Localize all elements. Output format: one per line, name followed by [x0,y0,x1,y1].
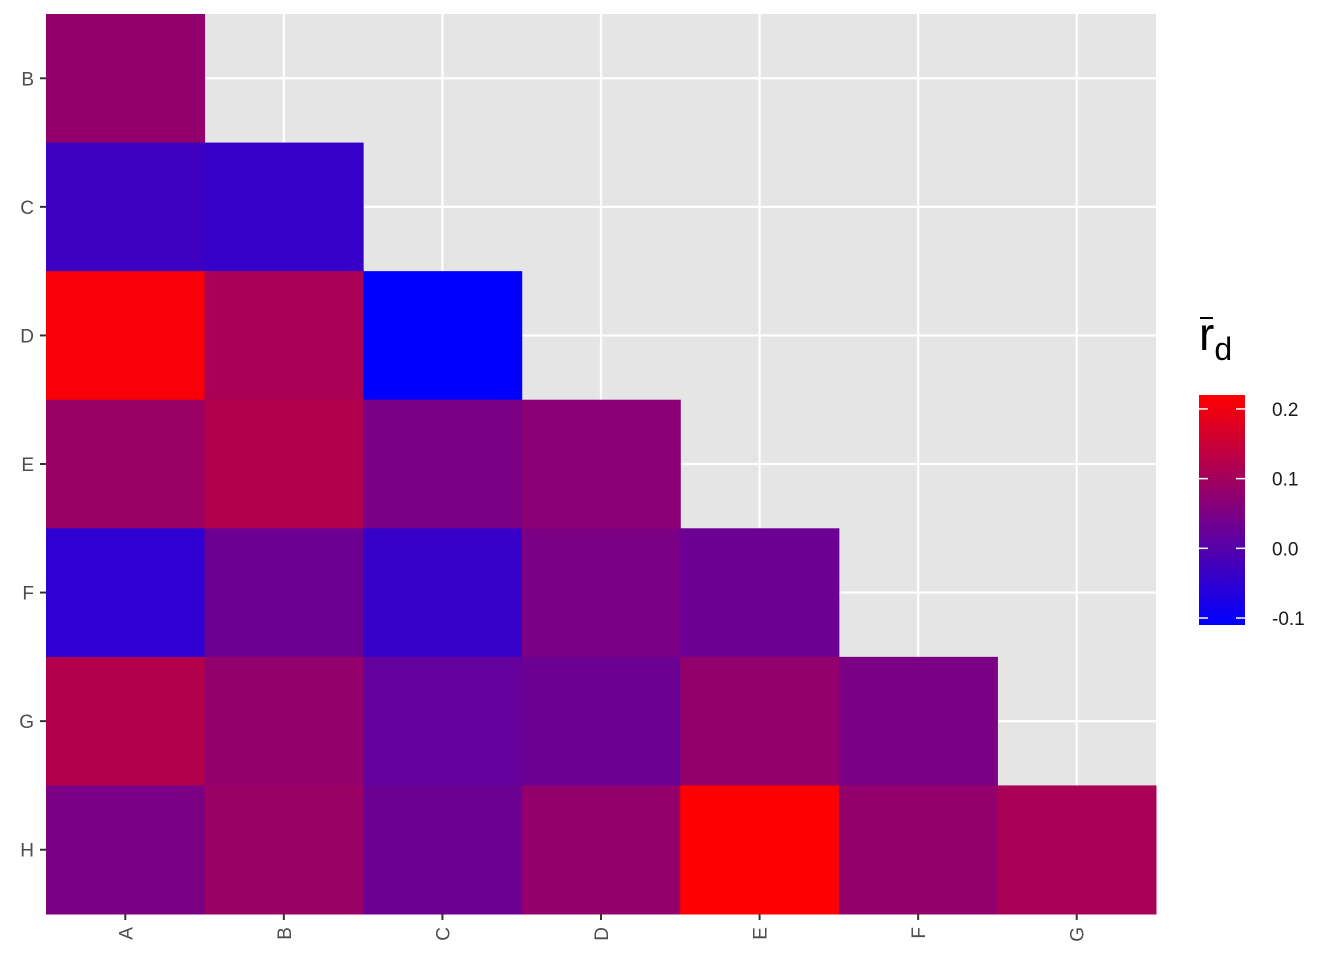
x-tick-label: A [116,927,137,940]
heatmap-cell-C-H [363,785,523,915]
y-tick-label: C [20,198,34,219]
legend-label: 0.1 [1272,470,1298,491]
heatmap-cell-C-D [363,271,523,401]
heatmap-cell-D-E [521,399,681,529]
y-tick-label: B [21,69,34,90]
heatmap-cell-A-H [46,785,206,915]
heatmap-cell-A-C [46,142,206,272]
legend-title: rd [1199,308,1232,367]
x-axis: A B C D E F G [116,914,1089,942]
y-tick-label: G [19,712,34,733]
x-tick-label: E [751,927,772,940]
heatmap-cell-B-H [204,785,364,915]
heatmap-cell-F-G [838,656,998,786]
heatmap-cell-D-H [521,785,681,915]
y-tick-label: H [20,841,34,862]
x-tick-label: D [592,927,613,941]
heatmap-cell-B-C [204,142,364,272]
heatmap-cell-C-E [363,399,523,529]
x-tick-label: G [1068,927,1089,942]
heatmap-cell-E-H [680,785,840,915]
x-tick-label: C [433,927,454,941]
x-tick-label: F [909,927,930,939]
heatmap-cell-F-H [838,785,998,915]
heatmap-cell-C-F [363,528,523,658]
heatmap-cell-D-F [521,528,681,658]
y-axis: B C D E F G H [19,69,46,862]
heatmap-cell-B-F [204,528,364,658]
heatmap-cell-G-H [997,785,1157,915]
heatmap-cell-A-G [46,656,206,786]
x-tick-label: B [275,927,296,940]
legend-label: -0.1 [1272,609,1305,630]
y-tick-label: F [22,584,34,605]
heatmap-cell-A-F [46,528,206,658]
color-legend: rd 0.2 0.1 0.0 -0.1 [1199,308,1305,630]
heatmap-cell-C-G [363,656,523,786]
y-tick-label: D [20,326,34,347]
heatmap-cell-B-D [204,271,364,401]
heatmap-cell-B-E [204,399,364,529]
y-tick-label: E [21,455,34,476]
heatmap-cells [46,14,1157,915]
heatmap-cell-A-B [46,14,206,144]
legend-label: 0.0 [1272,539,1298,560]
heatmap-cell-A-E [46,399,206,529]
heatmap-cell-E-G [680,656,840,786]
heatmap-cell-D-G [521,656,681,786]
heatmap-cell-E-F [680,528,840,658]
heatmap-cell-B-G [204,656,364,786]
legend-colorbar [1199,395,1245,625]
legend-label: 0.2 [1272,400,1298,421]
heatmap-cell-A-D [46,271,206,401]
